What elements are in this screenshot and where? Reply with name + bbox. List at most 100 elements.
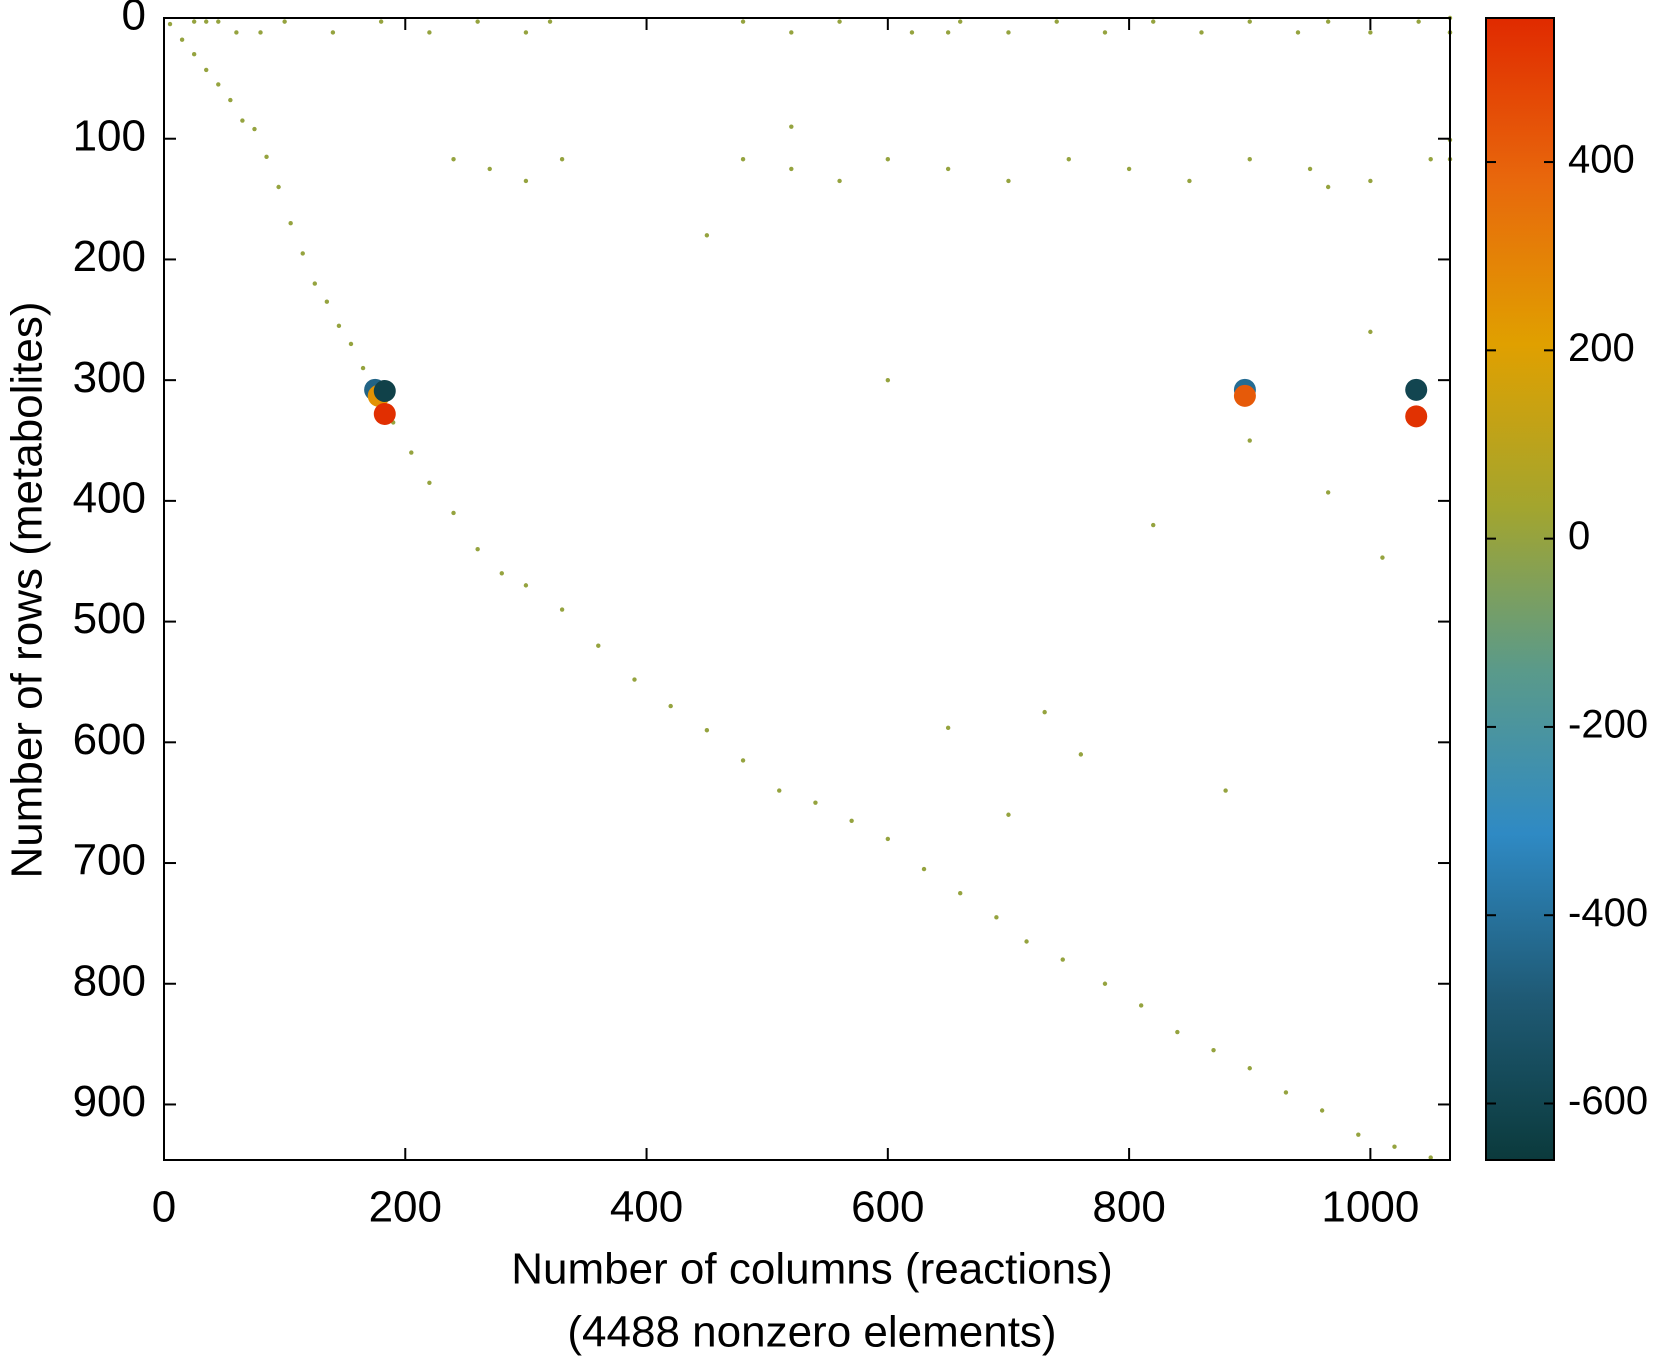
data-point xyxy=(373,402,396,425)
data-point xyxy=(1356,1132,1361,1137)
data-point xyxy=(632,677,637,682)
data-point xyxy=(373,380,396,403)
data-point xyxy=(1368,178,1373,184)
data-point xyxy=(1066,157,1071,162)
data-point xyxy=(789,166,794,172)
data-point xyxy=(704,233,710,238)
data-point xyxy=(523,178,529,184)
data-point xyxy=(1380,555,1385,560)
data-point xyxy=(777,788,782,793)
y-tick-label: 800 xyxy=(73,956,146,1005)
data-point xyxy=(1295,30,1301,35)
x-tick-label: 200 xyxy=(369,1183,442,1232)
y-tick-label: 100 xyxy=(73,111,146,160)
data-point xyxy=(191,52,197,57)
x-tick-label: 400 xyxy=(610,1183,683,1232)
data-point xyxy=(191,19,197,24)
data-point xyxy=(1126,166,1132,172)
data-point xyxy=(475,19,480,24)
data-point xyxy=(668,703,673,709)
data-point xyxy=(559,157,565,162)
data-point xyxy=(909,30,915,35)
data-point xyxy=(240,118,245,123)
data-point xyxy=(1054,19,1059,24)
data-point xyxy=(740,19,746,24)
data-point xyxy=(1247,19,1252,24)
data-point xyxy=(312,281,317,286)
y-tick-label: 600 xyxy=(73,715,146,764)
data-point xyxy=(885,157,891,162)
data-point xyxy=(1405,378,1428,401)
data-point xyxy=(228,97,233,103)
data-point xyxy=(1187,178,1192,184)
data-point xyxy=(523,583,529,588)
data-point xyxy=(1151,19,1156,24)
data-point xyxy=(451,157,456,162)
data-point xyxy=(1006,178,1011,184)
data-point xyxy=(1307,166,1313,172)
colorbar xyxy=(1485,17,1555,1161)
data-point xyxy=(360,365,366,371)
data-point xyxy=(1024,939,1029,944)
y-tick-label: 500 xyxy=(73,594,146,643)
x-tick-label: 1000 xyxy=(1321,1183,1419,1232)
data-point xyxy=(216,19,221,24)
data-point xyxy=(1247,1066,1252,1071)
data-point xyxy=(1368,30,1373,35)
colorbar-tick-label: 200 xyxy=(1568,326,1635,370)
data-point xyxy=(523,30,529,35)
plot-frame xyxy=(163,17,1451,1161)
data-point xyxy=(276,184,281,190)
data-point xyxy=(885,836,891,842)
data-point xyxy=(475,546,480,552)
data-point xyxy=(1368,329,1373,335)
data-point xyxy=(1416,19,1421,24)
data-point xyxy=(921,866,927,872)
data-point xyxy=(324,299,330,304)
data-point xyxy=(409,450,414,455)
data-point xyxy=(740,758,746,763)
data-point xyxy=(1325,184,1331,190)
data-point xyxy=(837,19,842,24)
data-point xyxy=(1211,1047,1216,1053)
data-point xyxy=(1078,752,1084,757)
data-point xyxy=(596,643,601,648)
data-point xyxy=(1223,788,1228,793)
data-point xyxy=(1319,1108,1325,1113)
data-point xyxy=(1006,30,1011,35)
data-point xyxy=(487,166,492,172)
data-point xyxy=(348,341,354,347)
data-point xyxy=(994,915,999,920)
data-point xyxy=(1102,981,1108,986)
data-point xyxy=(1247,438,1252,443)
data-point xyxy=(1233,384,1256,407)
data-point xyxy=(336,323,342,329)
data-point xyxy=(1199,30,1204,35)
data-point xyxy=(1060,957,1065,962)
y-tick-label: 200 xyxy=(73,232,146,281)
y-tick-label: 0 xyxy=(122,0,146,40)
data-point xyxy=(216,82,221,87)
data-point xyxy=(958,891,963,896)
y-tick-label: 700 xyxy=(73,836,146,885)
data-point xyxy=(885,377,891,383)
data-point xyxy=(704,728,710,733)
data-point xyxy=(1428,157,1433,162)
data-point xyxy=(234,30,239,35)
x-tick-label: 0 xyxy=(152,1183,176,1232)
colorbar-tick-label: -600 xyxy=(1568,1079,1648,1123)
data-point xyxy=(958,19,963,24)
colorbar-tick-label: 0 xyxy=(1568,514,1590,558)
data-point xyxy=(837,178,842,184)
data-point xyxy=(179,37,185,42)
data-point xyxy=(300,251,305,256)
data-point xyxy=(1325,19,1331,24)
data-point xyxy=(945,166,951,172)
colorbar-tick-label: 400 xyxy=(1568,138,1635,182)
data-point xyxy=(258,30,263,35)
data-point xyxy=(813,800,818,805)
data-point xyxy=(1428,1155,1433,1160)
data-point xyxy=(427,30,432,35)
data-point xyxy=(945,30,951,35)
